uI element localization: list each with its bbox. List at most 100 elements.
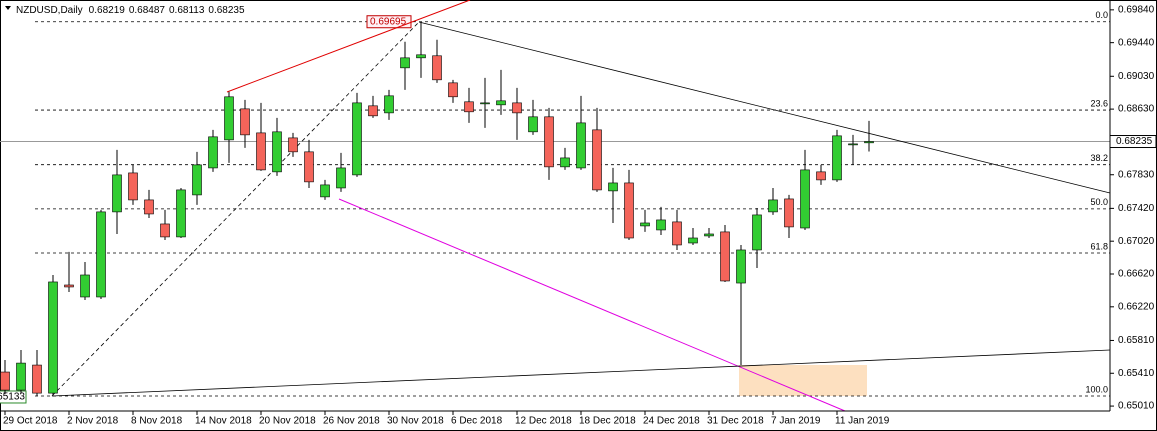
fib-level-label: 50.0 — [1090, 197, 1108, 207]
candle-body — [640, 222, 650, 227]
x-tick-label: 31 Dec 2018 — [707, 416, 764, 427]
fib-level-label: 61.8 — [1090, 241, 1108, 251]
y-tick-label: 0.65010 — [1118, 401, 1155, 412]
candle-body — [576, 122, 586, 169]
current-price-label: 0.68235 — [1116, 136, 1153, 147]
y-tick-label: 0.67420 — [1118, 203, 1155, 214]
candle-body — [256, 132, 266, 171]
x-tick-label: 2 Nov 2018 — [67, 416, 119, 427]
y-tick-label: 0.69840 — [1118, 4, 1155, 15]
candle-body — [480, 102, 490, 105]
trend-line — [226, 0, 471, 93]
candle-body — [544, 116, 554, 168]
x-tick-label: 29 Oct 2018 — [3, 416, 58, 427]
candle-body — [336, 167, 346, 189]
y-tick-label: 0.65810 — [1118, 335, 1155, 346]
candle-body — [496, 100, 506, 106]
candle-body — [592, 129, 602, 191]
y-tick-label: 0.66220 — [1118, 301, 1155, 312]
candle-body — [416, 54, 426, 59]
y-tick-label: 0.68630 — [1118, 104, 1155, 115]
candle-body — [384, 95, 394, 114]
x-tick-label: 30 Nov 2018 — [387, 416, 444, 427]
x-tick-label: 6 Dec 2018 — [451, 416, 503, 427]
candle-body — [48, 281, 58, 394]
candle-body — [64, 284, 74, 288]
fib-level-label: 23.6 — [1090, 98, 1108, 108]
candles-layer — [0, 21, 874, 396]
candle-body — [224, 96, 234, 141]
candle-body — [208, 136, 218, 169]
candle-body — [272, 131, 282, 173]
candle-body — [368, 105, 378, 117]
background-layer — [739, 365, 867, 396]
candle-body — [864, 141, 874, 144]
candle-body — [688, 237, 698, 244]
candle-body — [736, 249, 746, 284]
low-value: 0.68113 — [169, 5, 205, 16]
chart-header: NZDUSD,Daily 0.68219 0.68487 0.68113 0.68235 — [16, 5, 245, 16]
open-value: 0.68219 — [89, 5, 126, 16]
fib-level-label: 100.0 — [1085, 384, 1108, 394]
x-tick-label: 24 Dec 2018 — [643, 416, 700, 427]
y-tick-label: 0.69030 — [1118, 71, 1155, 82]
fib-low-box — [0, 390, 27, 404]
fib-diagonal — [51, 21, 420, 397]
candle-body — [128, 172, 138, 201]
candle-body — [448, 82, 458, 98]
candle-body — [144, 199, 154, 215]
candle-body — [784, 198, 794, 228]
menu-icon[interactable] — [5, 6, 11, 10]
x-tick-label: 14 Nov 2018 — [195, 416, 252, 427]
candle-body — [512, 102, 522, 114]
trend-line — [51, 349, 1111, 397]
candle-body — [752, 214, 762, 251]
candle-body — [720, 231, 730, 282]
candle-body — [80, 274, 90, 298]
candle-body — [240, 108, 250, 136]
x-tick-label: 7 Jan 2019 — [771, 416, 821, 427]
y-tick-label: 0.67020 — [1118, 236, 1155, 247]
candle-body — [304, 151, 314, 183]
candle-body — [848, 143, 858, 146]
candle-body — [192, 164, 202, 196]
current-price-box — [1109, 135, 1157, 149]
chart-title: NZDUSD,Daily — [16, 5, 83, 16]
candle-body — [800, 169, 810, 229]
highlight-zone — [739, 365, 867, 396]
levels-layer: 0.0 23.6 38.2 50.0 61.8 100.0 0.69695 0.65133 — [0, 10, 1110, 404]
x-tick-label: 12 Dec 2018 — [515, 416, 572, 427]
candle-body — [608, 182, 618, 192]
candle-body — [464, 101, 474, 113]
fib-level-label: 38.2 — [1090, 153, 1108, 163]
x-tick-label: 11 Jan 2019 — [835, 416, 890, 427]
candle-body — [400, 57, 410, 69]
candle-body — [16, 362, 26, 391]
candle-body — [832, 135, 842, 181]
high-value: 0.68487 — [129, 5, 166, 16]
candle-body — [560, 157, 570, 168]
y-tick-label: 0.69440 — [1118, 37, 1155, 48]
candle-body — [288, 137, 298, 153]
candle-body — [96, 211, 106, 298]
candle-body — [528, 116, 538, 133]
x-tick-label: 18 Dec 2018 — [579, 416, 636, 427]
candle-body — [704, 233, 714, 237]
fib-high-box — [366, 15, 412, 29]
fib-high-label: 0.69695 — [370, 16, 407, 27]
candle-body — [320, 184, 330, 198]
y-tick-label: 0.66620 — [1118, 269, 1155, 280]
candle-body — [768, 199, 778, 213]
fib-low-label: 0.65133 — [0, 392, 25, 403]
candle-body — [32, 364, 42, 394]
candle-body — [0, 371, 10, 391]
y-tick-label: 0.67830 — [1118, 169, 1155, 180]
candle-body — [672, 221, 682, 246]
trend-line — [418, 21, 1111, 194]
candle-body — [432, 55, 442, 81]
close-value: 0.68235 — [208, 5, 245, 16]
